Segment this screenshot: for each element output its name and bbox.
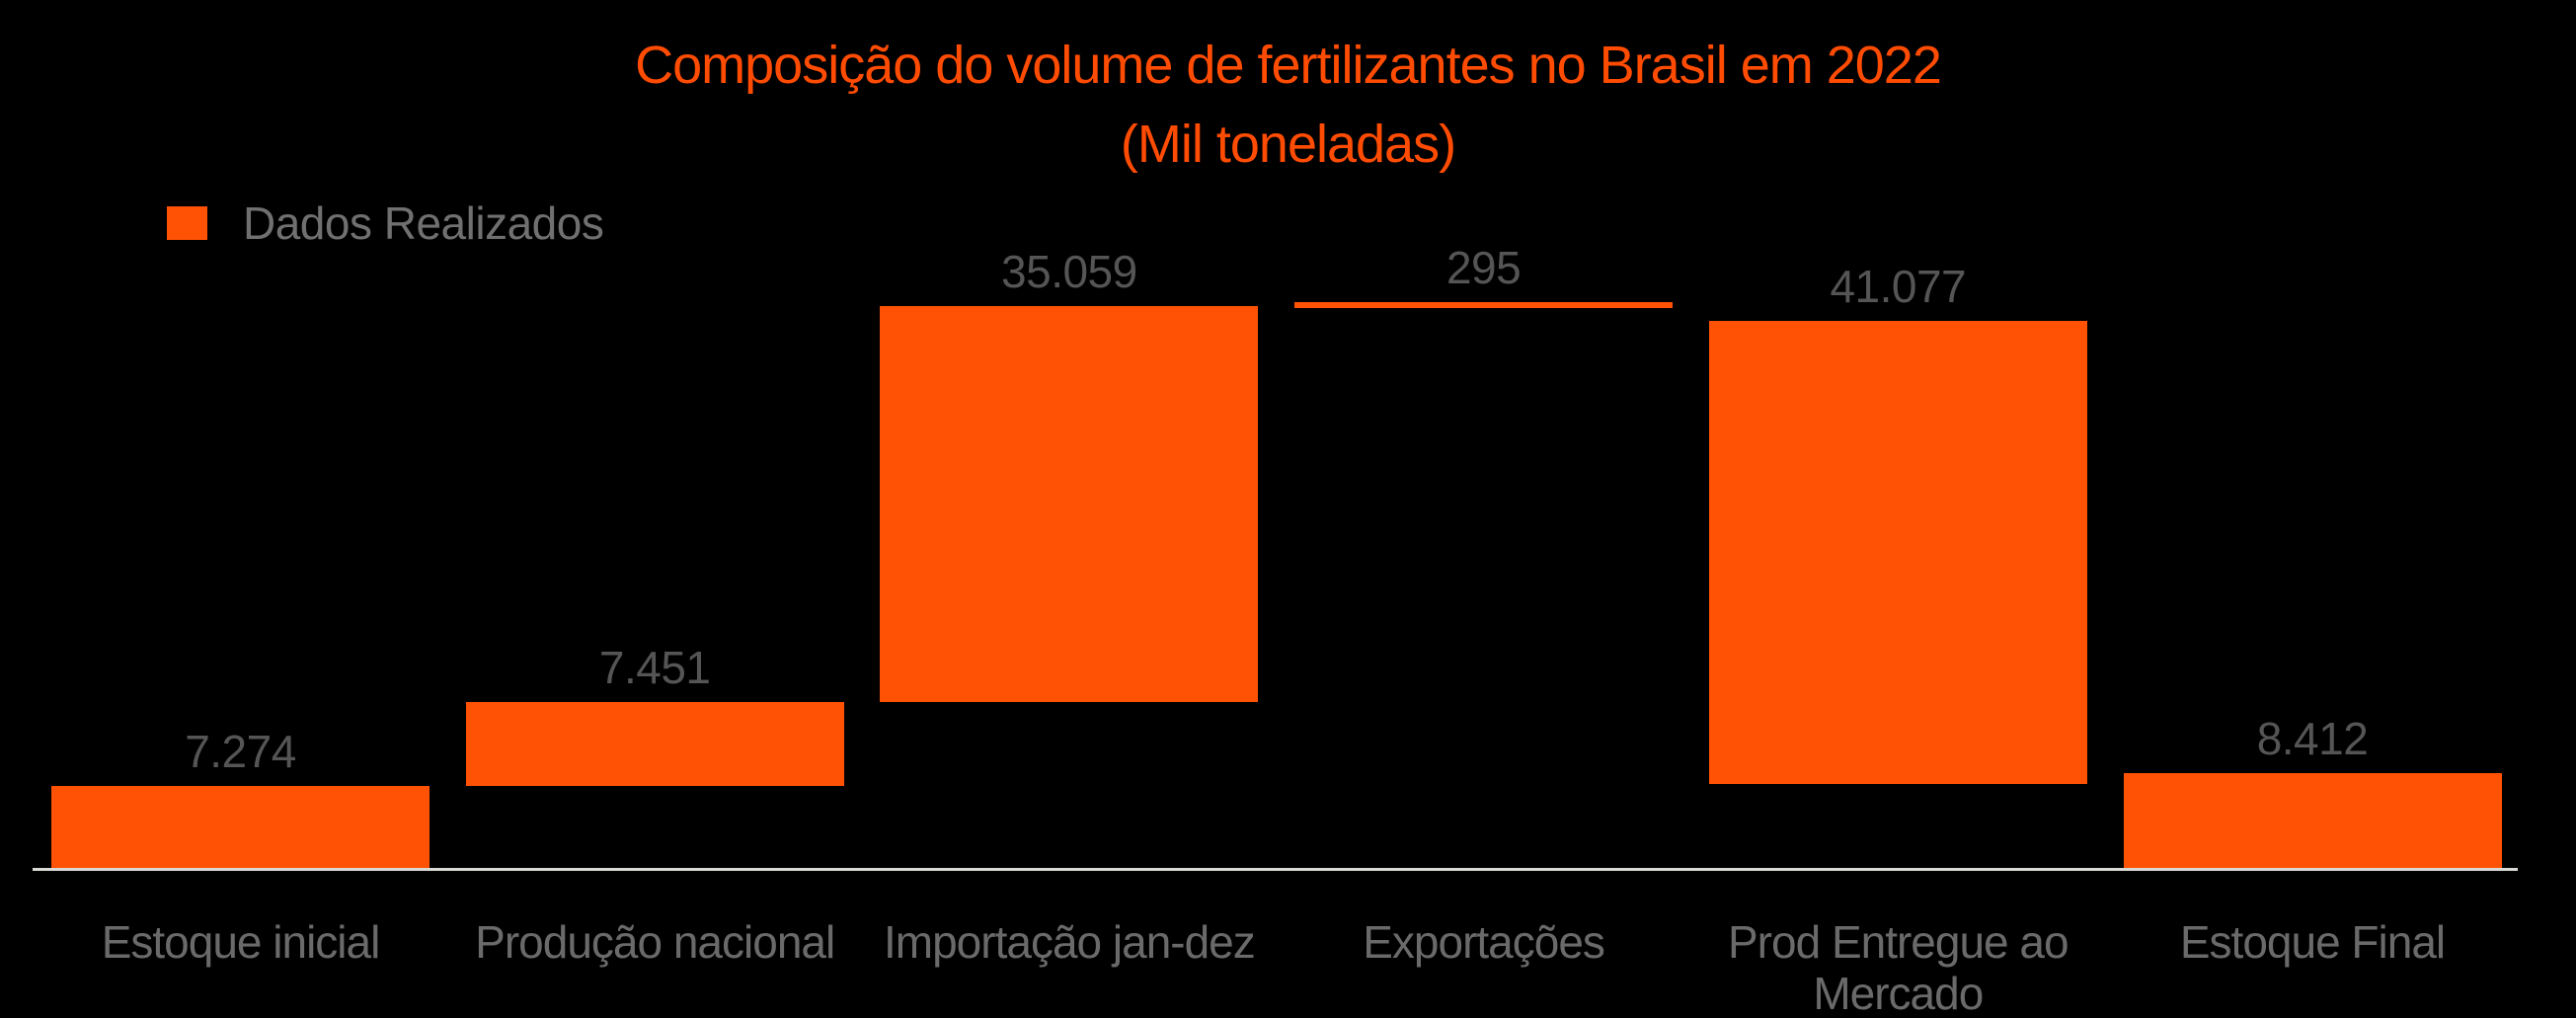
bar-importacao-jan-dez (880, 305, 1259, 702)
chart-title: Composição do volume de fertilizantes no… (0, 26, 2576, 184)
category-label-importacao-jan-dez: Importação jan-dez (884, 916, 1256, 968)
bar-producao-nacional (465, 701, 844, 786)
category-label-exportacoes: Exportações (1363, 916, 1605, 968)
legend-label: Dados Realizados (243, 197, 604, 249)
category-label-estoque-inicial: Estoque inicial (101, 916, 381, 968)
category-label-prod-entregue-ao-mercado: Prod Entregue ao Mercado (1728, 916, 2069, 1018)
category-label-estoque-final: Estoque Final (2179, 916, 2446, 968)
bar-exportacoes (1294, 302, 1674, 309)
value-label-producao-nacional: 7.451 (598, 641, 711, 693)
bar-estoque-inicial (51, 785, 429, 868)
value-label-importacao-jan-dez: 35.059 (1001, 245, 1137, 297)
value-label-estoque-final: 8.412 (2256, 712, 2369, 764)
legend: Dados Realizados (167, 197, 604, 249)
legend-swatch-icon (167, 206, 207, 240)
chart-title-line2: (Mil toneladas) (1120, 115, 1456, 174)
bar-prod-entregue-ao-mercado (1708, 320, 2087, 785)
value-label-prod-entregue-ao-mercado: 41.077 (1830, 260, 1967, 312)
category-label-producao-nacional: Produção nacional (475, 916, 835, 968)
chart-title-line1: Composição do volume de fertilizantes no… (635, 36, 1942, 95)
x-axis-line (33, 868, 2518, 871)
value-label-exportacoes: 295 (1445, 242, 1522, 294)
bar-estoque-final (2123, 772, 2502, 868)
value-label-estoque-inicial: 7.274 (185, 725, 296, 777)
